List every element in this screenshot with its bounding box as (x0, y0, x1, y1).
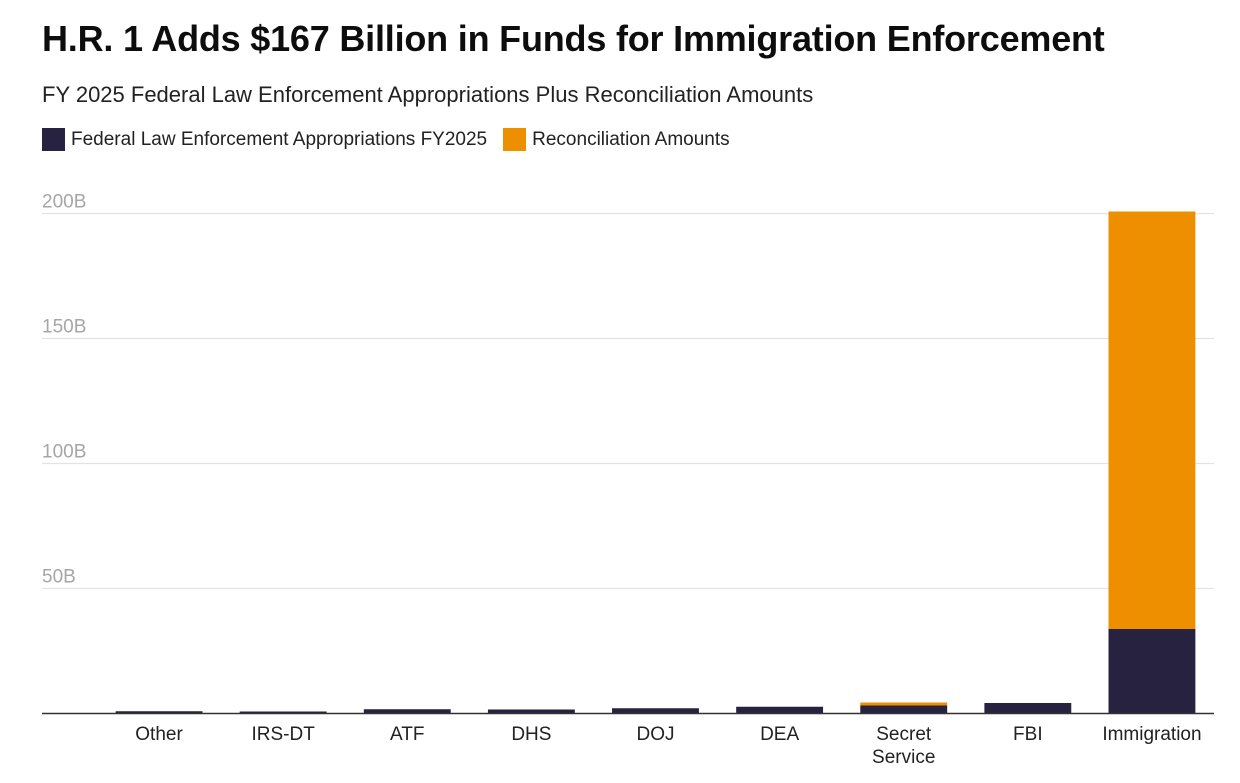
legend-swatch-reconciliation (503, 128, 527, 151)
bar-dea-series-0 (736, 706, 824, 714)
bar-secret-service-series-1 (860, 702, 948, 706)
legend-item-reconciliation: Reconciliation Amounts (503, 128, 730, 151)
y-axis-tick-labels: 50B 100B 150B 200B (42, 192, 86, 588)
legend-swatch-appropriations (42, 128, 65, 151)
bar-irs-dt-series-0 (239, 711, 327, 714)
legend-label-reconciliation: Reconciliation Amounts (532, 128, 730, 150)
chart-subtitle: FY 2025 Federal Law Enforcement Appropri… (42, 82, 814, 107)
x-axis-tick-labels: Other IRS-DT ATF DHS DOJ DEA Secret Service FBI I… (135, 724, 1201, 768)
bar-dhs-series-0 (487, 709, 575, 714)
grid-lines (42, 212, 1214, 590)
x-tick-label: FBI (1013, 724, 1043, 745)
x-tick-label: DHS (511, 724, 551, 745)
x-tick-label: Secret Service (872, 724, 935, 768)
legend: Federal Law Enforcement Appropriations F… (42, 128, 746, 151)
bar-doj-series-0 (612, 708, 699, 714)
legend-label-appropriations: Federal Law Enforcement Appropriations F… (71, 128, 488, 150)
bar-fbi-series-0 (984, 703, 1072, 714)
bars (115, 211, 1196, 714)
chart-title: H.R. 1 Adds $167 Billion in Funds for Im… (42, 18, 1105, 59)
x-tick-label: Immigration (1102, 724, 1201, 745)
x-tick-label: ATF (390, 724, 424, 745)
x-tick-label: DEA (760, 724, 799, 745)
bar-secret-service-series-0 (860, 705, 948, 714)
y-tick-label: 200B (42, 192, 86, 213)
y-tick-label: 150B (42, 317, 86, 338)
x-tick-label: IRS-DT (252, 724, 316, 745)
y-tick-label: 50B (42, 567, 76, 588)
bar-immigration-series-1 (1108, 211, 1196, 629)
bar-immigration-series-0 (1108, 629, 1196, 714)
legend-item-appropriations: Federal Law Enforcement Appropriations F… (42, 128, 487, 151)
bar-other-series-0 (115, 711, 203, 714)
bar-atf-series-0 (363, 709, 451, 714)
x-tick-label: Other (135, 724, 183, 745)
x-tick-label: DOJ (637, 724, 675, 745)
y-tick-label: 100B (42, 442, 86, 463)
